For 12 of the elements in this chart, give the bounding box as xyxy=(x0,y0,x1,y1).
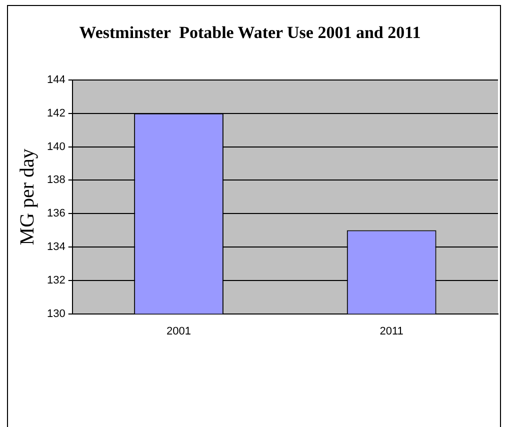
y-tick-label: 142 xyxy=(46,107,66,120)
y-axis-title: MG per day xyxy=(16,148,38,246)
x-tick-label: 2011 xyxy=(380,325,404,338)
y-tick-label: 130 xyxy=(46,308,66,320)
y-tick-label: 136 xyxy=(46,208,66,220)
chart-title: Westminster Potable Water Use 2001 and 2011 xyxy=(78,22,422,43)
y-tick-label: 132 xyxy=(46,274,66,286)
y-tick-label: 134 xyxy=(46,241,66,254)
y-tick-label: 140 xyxy=(46,140,66,153)
y-tick-label: 138 xyxy=(46,174,66,186)
x-tick-label: 2001 xyxy=(166,325,192,338)
y-tick-label: 144 xyxy=(46,74,66,86)
